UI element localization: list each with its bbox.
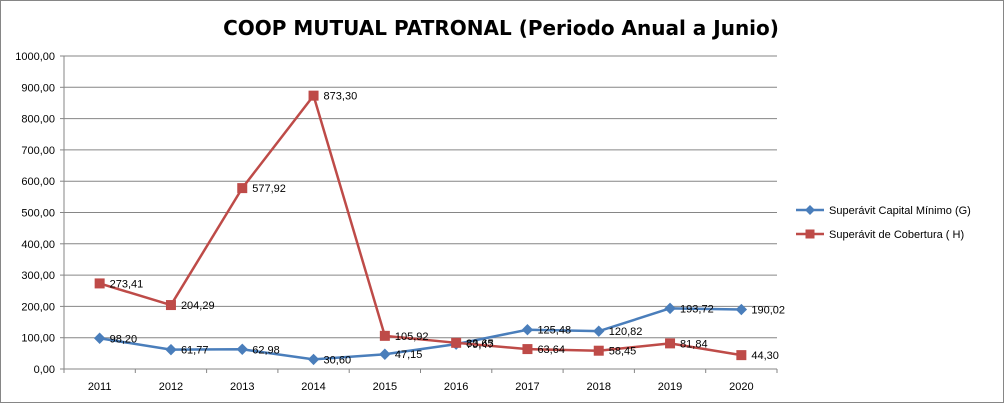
data-label: 58,45 <box>609 346 637 358</box>
data-label: 98,20 <box>110 333 138 345</box>
data-point <box>593 345 604 356</box>
data-label: 105,92 <box>395 331 429 343</box>
data-point <box>593 325 605 337</box>
data-label: 873,30 <box>324 91 358 103</box>
data-label: 204,29 <box>181 300 215 312</box>
y-axis-ticks: 0,00 100,00 200,00 300,00 400,00 500,00 600,00… <box>15 51 64 376</box>
data-point <box>93 332 106 344</box>
data-label: 61,77 <box>181 345 209 357</box>
data-label: 44,30 <box>751 350 779 362</box>
legend-item: Superávit Capital Mínimo (G) <box>796 205 971 217</box>
y-tick-label: 800,00 <box>21 114 55 126</box>
data-label: 125,48 <box>537 325 571 337</box>
x-tick-label: 2020 <box>729 381 753 393</box>
legend: Superávit Capital Mínimo (G) Superávit de… <box>796 205 971 241</box>
x-tick-label: 2017 <box>515 381 539 393</box>
data-point <box>94 278 105 289</box>
x-axis-ticks: 2011 2012 2013 2014 2015 2016 2017 2018 2019 2020 <box>63 369 778 393</box>
data-label: 47,15 <box>395 349 423 361</box>
legend-marker <box>805 229 815 239</box>
data-point <box>165 300 176 311</box>
data-label: 273,41 <box>110 278 144 290</box>
data-point <box>451 337 462 348</box>
data-label: 30,60 <box>324 354 352 366</box>
series-line <box>99 307 742 361</box>
x-tick-label: 2012 <box>159 381 183 393</box>
y-tick-label: 600,00 <box>21 176 55 188</box>
y-tick-label: 200,00 <box>21 301 55 313</box>
chart-title: COOP MUTUAL PATRONAL (Periodo Anual a Ju… <box>223 16 779 40</box>
data-label: 62,98 <box>252 344 280 356</box>
y-tick-label: 500,00 <box>21 208 55 220</box>
data-label: 83,65 <box>466 338 494 350</box>
y-tick-label: 300,00 <box>21 270 55 282</box>
y-tick-label: 400,00 <box>21 239 55 251</box>
data-label: 577,92 <box>252 183 286 195</box>
x-tick-label: 2015 <box>373 381 397 393</box>
x-tick-label: 2016 <box>444 381 468 393</box>
data-point <box>236 343 248 355</box>
y-tick-label: 1000,00 <box>15 51 55 63</box>
data-point <box>521 324 534 336</box>
y-tick-label: 0,00 <box>34 364 55 376</box>
data-label: 193,72 <box>680 303 714 315</box>
series-2: 273,41 204,29 577,92 873,30 105,92 83,65 63,64… <box>94 90 779 362</box>
legend-marker <box>805 205 815 215</box>
data-point <box>664 302 676 315</box>
data-label: 190,02 <box>751 305 785 317</box>
data-point <box>379 348 391 360</box>
data-point <box>665 338 676 349</box>
gridlines <box>64 55 777 339</box>
x-tick-label: 2019 <box>658 381 682 393</box>
legend-item: Superávit de Cobertura ( H) <box>796 229 964 241</box>
y-tick-label: 700,00 <box>21 145 55 157</box>
x-tick-label: 2014 <box>301 381 325 393</box>
data-label: 120,82 <box>609 326 643 338</box>
x-tick-label: 2018 <box>587 381 611 393</box>
data-point <box>307 353 320 366</box>
x-tick-label: 2013 <box>230 381 254 393</box>
y-tick-label: 100,00 <box>21 333 55 345</box>
data-label: 63,64 <box>537 344 565 356</box>
data-point <box>308 90 319 101</box>
legend-label: Superávit Capital Mínimo (G) <box>829 205 971 217</box>
series-line <box>99 94 742 357</box>
data-point <box>735 303 748 316</box>
legend-label: Superávit de Cobertura ( H) <box>829 229 964 241</box>
y-tick-label: 900,00 <box>21 82 55 94</box>
data-label: 81,84 <box>680 338 708 350</box>
data-point <box>379 330 390 341</box>
data-point <box>237 183 248 194</box>
data-point <box>165 343 177 356</box>
data-point <box>522 344 533 355</box>
x-tick-label: 2011 <box>88 381 112 393</box>
data-point <box>736 350 747 361</box>
